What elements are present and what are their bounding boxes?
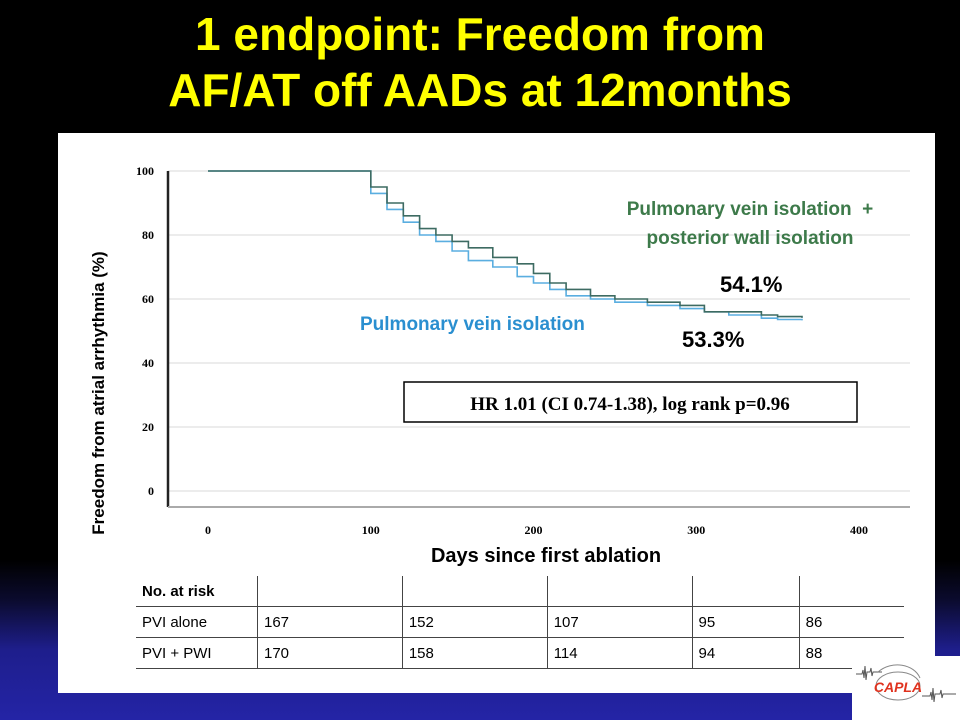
y-tick-label: 80 xyxy=(142,228,154,242)
risk-table-cell xyxy=(401,576,548,607)
risk-table-cell xyxy=(798,576,904,607)
risk-table-cell xyxy=(546,576,693,607)
series-label-pvi: Pulmonary vein isolation xyxy=(360,314,585,335)
capla-logo-graphic: CAPLA xyxy=(856,664,956,703)
y-axis-label: Freedom from atrial arrhythmia (%) xyxy=(89,251,108,534)
risk-table-cell: 95 xyxy=(691,606,800,638)
x-tick-label: 100 xyxy=(362,523,380,537)
y-tick-label: 40 xyxy=(142,356,154,370)
number-at-risk-table: No. at risk PVI alone 167 152 107 95 86 … xyxy=(136,576,904,669)
end-value-pvi: 53.3% xyxy=(682,327,744,352)
x-tick-label: 200 xyxy=(525,523,543,537)
kaplan-meier-chart: 0 20 40 60 80 100 0 100 200 300 400 Freedom from … xyxy=(89,164,910,567)
hazard-ratio-text: HR 1.01 (CI 0.74-1.38), log rank p=0.96 xyxy=(470,394,790,415)
slide-title-line-1: 1 endpoint: Freedom from xyxy=(195,8,765,60)
series-label-pvi-pwi-line2: posterior wall isolation xyxy=(647,228,854,249)
y-tick-label: 20 xyxy=(142,420,154,434)
slide-title-line-2: AF/AT off AADs at 12months xyxy=(168,64,792,116)
risk-table-cell: 107 xyxy=(546,606,693,638)
risk-table-cell: 167 xyxy=(257,606,403,638)
y-tick-label: 100 xyxy=(136,164,154,178)
y-tick-label: 0 xyxy=(148,484,154,498)
x-tick-label: 400 xyxy=(850,523,868,537)
x-tick-label: 300 xyxy=(687,523,705,537)
survival-curve-pvi-pwi xyxy=(208,170,803,318)
chart-panel: 0 20 40 60 80 100 0 100 200 300 400 Freedom from … xyxy=(58,133,935,693)
risk-table-cell: 94 xyxy=(691,637,800,669)
risk-table-cell xyxy=(257,576,403,607)
risk-table-row-pvi-pwi: PVI + PWI 170 158 114 94 88 xyxy=(136,637,904,669)
risk-table-header: No. at risk xyxy=(136,576,258,607)
series-label-pvi-pwi-line1: Pulmonary vein isolation + xyxy=(627,199,874,220)
risk-table-cell xyxy=(691,576,800,607)
risk-table-row-pvi: PVI alone 167 152 107 95 86 xyxy=(136,606,904,638)
end-value-pvi-pwi: 54.1% xyxy=(720,272,782,297)
risk-table-cell: 158 xyxy=(401,637,548,669)
risk-table-cell: 170 xyxy=(257,637,403,669)
x-tick-labels: 0 100 200 300 400 xyxy=(205,523,868,537)
risk-table-cell: 86 xyxy=(798,606,904,638)
risk-table-header-row: No. at risk xyxy=(136,576,904,607)
risk-row-label: PVI + PWI xyxy=(136,637,258,669)
x-tick-label: 0 xyxy=(205,523,211,537)
risk-table-cell: 152 xyxy=(401,606,548,638)
risk-row-label: PVI alone xyxy=(136,606,258,638)
hazard-ratio-box xyxy=(403,381,858,423)
y-tick-labels: 0 20 40 60 80 100 xyxy=(136,164,154,498)
slide-title: 1 endpoint: Freedom from AF/AT off AADs … xyxy=(0,6,960,118)
capla-logo-text: CAPLA xyxy=(874,679,922,695)
survival-curves xyxy=(208,170,803,321)
risk-table-cell: 114 xyxy=(546,637,693,669)
x-axis-label: Days since first ablation xyxy=(431,545,661,567)
y-tick-label: 60 xyxy=(142,292,154,306)
capla-logo: CAPLA xyxy=(852,656,960,720)
